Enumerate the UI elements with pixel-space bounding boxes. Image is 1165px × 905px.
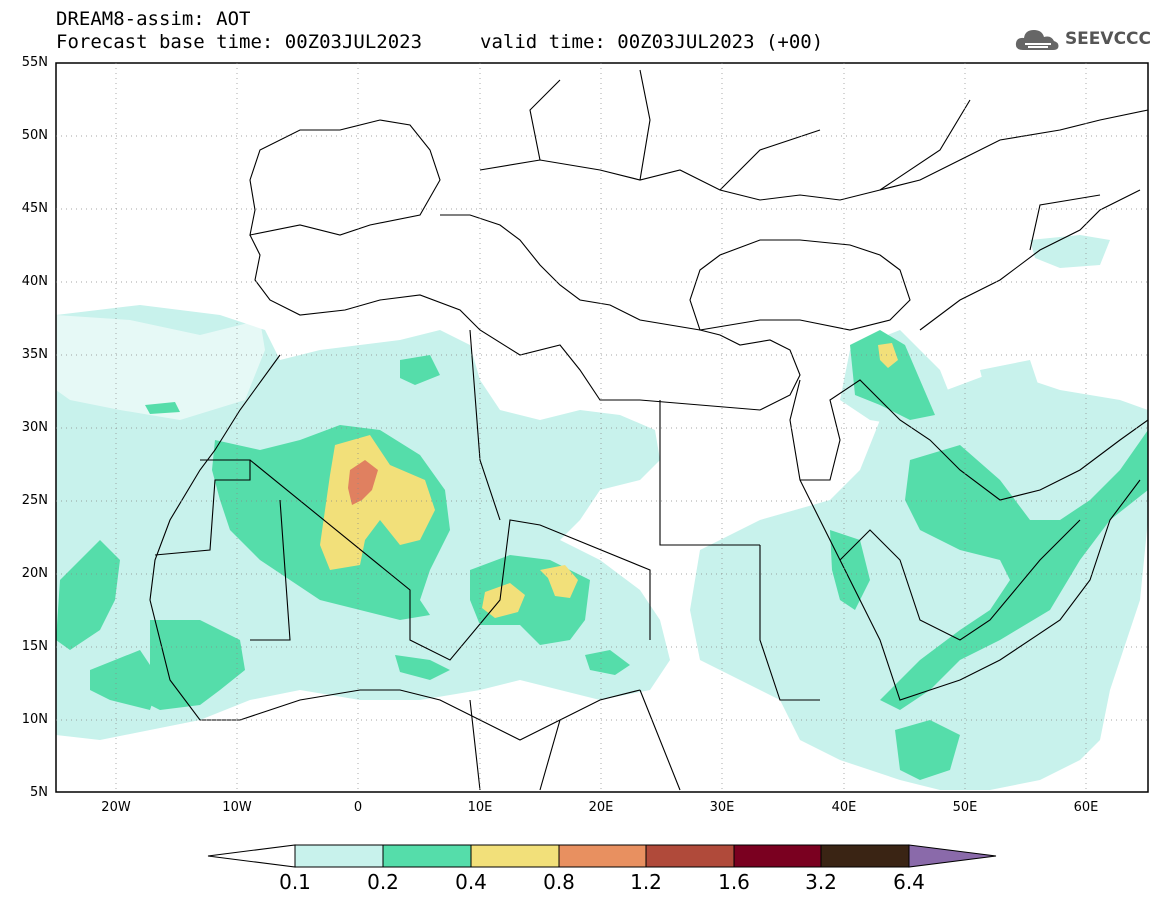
colorbar-label-0.1: 0.1 [279,870,311,894]
lat-label-55n: 55N [21,55,48,70]
colorbar-bin-1 [294,844,384,868]
lat-label-15n: 15N [21,639,48,654]
colorbar-bin-6 [733,844,822,868]
lon-label-30e: 30E [709,800,735,815]
lon-label-0: 0 [353,800,363,815]
colorbar-label-1.6: 1.6 [718,870,750,894]
lat-label-30n: 30N [21,420,48,435]
colorbar-label-6.4: 6.4 [893,870,925,894]
colorbar-label-3.2: 3.2 [805,870,837,894]
seevccc-logo: SEEVCCC [1013,24,1151,54]
colorbar-bin-7 [820,844,910,868]
colorbar-bin-4 [558,844,647,868]
cloud-icon [1015,30,1059,50]
valid-time: valid time: 00Z03JUL2023 (+00) [480,31,824,53]
lon-label-50e: 50E [952,800,978,815]
colorbar-bin-2 [382,844,472,868]
colorbar-bin-5 [645,844,735,868]
colorbar-low-arrow [207,844,296,868]
colorbar [207,844,997,868]
aot-level-0.8 [348,460,378,505]
lat-label-35n: 35N [21,347,48,362]
lat-label-20n: 20N [21,566,48,581]
logo-text: SEEVCCC [1064,29,1151,49]
map-frame [55,62,1149,793]
coastlines-borders [149,69,1149,791]
gridlines [56,63,1148,792]
colorbar-bin-3 [470,844,560,868]
product-title: DREAM8-assim: AOT [56,8,251,30]
lon-label-20e: 20E [588,800,614,815]
forecast-base-time: Forecast base time: 00Z03JUL2023 [56,31,423,53]
lat-label-10n: 10N [21,712,48,727]
colorbar-label-0.8: 0.8 [543,870,575,894]
colorbar-label-1.2: 1.2 [630,870,662,894]
lat-label-5n: 5N [30,785,48,800]
lon-label-60e: 60E [1073,800,1099,815]
colorbar-label-0.2: 0.2 [367,870,399,894]
lat-label-25n: 25N [21,493,48,508]
lon-label-10w: 10W [222,800,252,815]
colorbar-high-arrow [908,844,997,868]
lon-label-40e: 40E [831,800,857,815]
lat-label-40n: 40N [21,274,48,289]
colorbar-label-0.4: 0.4 [455,870,487,894]
lon-label-10e: 10E [467,800,493,815]
lat-label-50n: 50N [21,128,48,143]
lon-label-20w: 20W [101,800,131,815]
lat-label-45n: 45N [21,201,48,216]
